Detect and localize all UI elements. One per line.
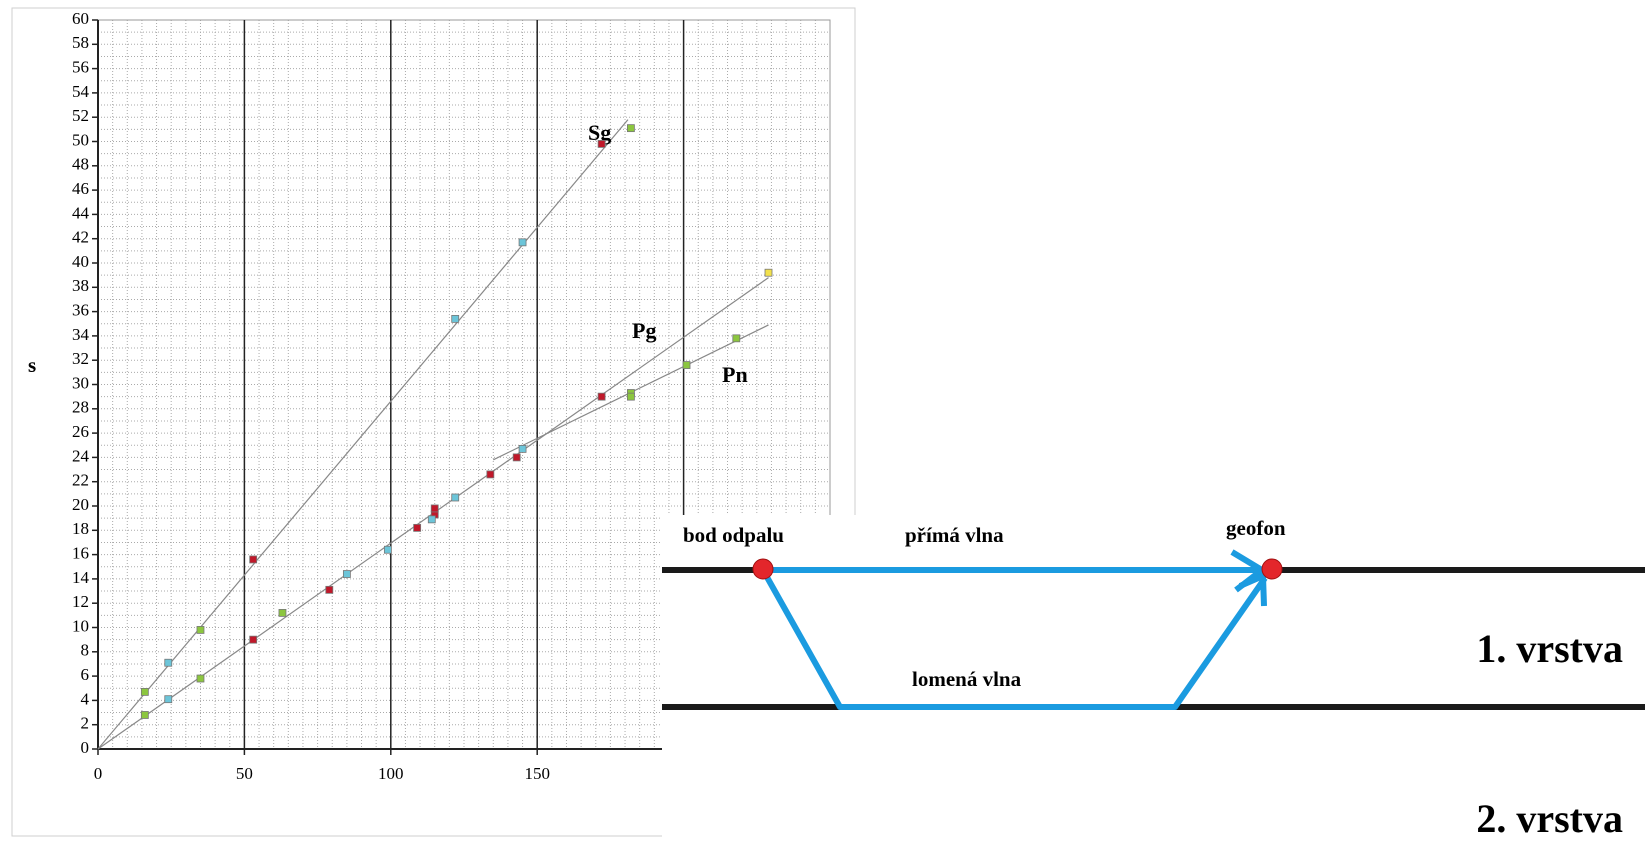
x-tick-label: 100 (378, 764, 404, 783)
x-tick-label: 150 (524, 764, 550, 783)
y-tick-label: 28 (72, 398, 89, 417)
geophone-label: geofon (1226, 516, 1286, 540)
line-label: Pg (632, 318, 656, 343)
y-tick-label: 16 (72, 544, 89, 563)
y-tick-label: 34 (72, 325, 90, 344)
y-tick-label: 20 (72, 495, 89, 514)
y-tick-label: 0 (81, 738, 90, 757)
data-point (597, 140, 606, 148)
layer-2-label: 2. vrstva (1476, 796, 1623, 840)
data-point (732, 334, 741, 343)
y-tick-label: 8 (81, 641, 90, 660)
y-tick-label: 2 (81, 714, 90, 733)
y-tick-label: 14 (72, 568, 90, 587)
data-point (383, 545, 392, 554)
data-point (249, 555, 258, 564)
y-tick-label: 18 (72, 519, 89, 538)
data-point (413, 523, 422, 532)
data-point (486, 470, 495, 479)
data-point (518, 238, 527, 247)
line-label: Pn (722, 362, 748, 387)
data-point (764, 268, 773, 277)
data-point (451, 493, 460, 502)
y-tick-label: 60 (72, 9, 89, 28)
y-tick-label: 24 (72, 446, 90, 465)
y-tick-label: 52 (72, 106, 89, 125)
data-point (342, 570, 351, 578)
data-point (196, 674, 205, 683)
refracted-ray (760, 568, 1268, 710)
data-point (278, 609, 287, 617)
y-tick-label: 56 (72, 58, 89, 77)
y-tick-label: 4 (81, 689, 90, 708)
data-point (164, 695, 173, 704)
y-axis-label: s (28, 353, 36, 377)
x-tick-label: 0 (94, 764, 103, 783)
data-point (140, 711, 149, 719)
data-point (430, 504, 439, 513)
diagram-background (662, 515, 1645, 840)
data-point (451, 314, 460, 323)
y-tick-label: 48 (72, 155, 89, 174)
data-point (249, 635, 258, 644)
data-point (518, 444, 527, 453)
y-tick-label: 36 (72, 301, 89, 320)
data-point (682, 361, 691, 369)
y-tick-label: 22 (72, 471, 89, 490)
geophone (1261, 558, 1283, 580)
refracted-wave-label: lomená vlna (912, 667, 1022, 691)
y-tick-label: 6 (81, 665, 90, 684)
x-tick-label: 50 (236, 764, 253, 783)
data-point (512, 453, 521, 462)
data-point (427, 515, 436, 524)
data-point (140, 687, 149, 696)
shot-point (752, 558, 774, 580)
data-point (164, 658, 173, 667)
y-tick-label: 38 (72, 276, 89, 295)
diagram: bod odpalu přímá vlna geofon lomená vlna… (662, 515, 1645, 841)
fit-line (97, 119, 629, 750)
y-tick-label: 26 (72, 422, 89, 441)
y-tick-label: 10 (72, 616, 89, 635)
arrow-head (1238, 571, 1267, 607)
y-tick-label: 32 (72, 349, 89, 368)
line-label: Sg (588, 120, 611, 145)
y-tick-label: 44 (72, 203, 90, 222)
y-tick-label: 58 (72, 33, 89, 52)
y-tick-label: 50 (72, 130, 89, 149)
data-point (325, 585, 334, 594)
chart-frame (11, 7, 856, 837)
data-point (626, 124, 635, 133)
y-tick-label: 42 (72, 228, 89, 247)
layer-1-label: 1. vrstva (1476, 626, 1623, 671)
shot-label: bod odpalu (683, 523, 784, 547)
y-tick-label: 54 (72, 82, 90, 101)
data-point (626, 392, 635, 401)
y-tick-label: 46 (72, 179, 89, 198)
direct-wave-label: přímá vlna (905, 523, 1004, 547)
y-tick-label: 30 (72, 373, 89, 392)
y-tick-label: 12 (72, 592, 89, 611)
data-point (597, 392, 606, 401)
data-point (196, 626, 205, 634)
y-tick-label: 40 (72, 252, 89, 271)
